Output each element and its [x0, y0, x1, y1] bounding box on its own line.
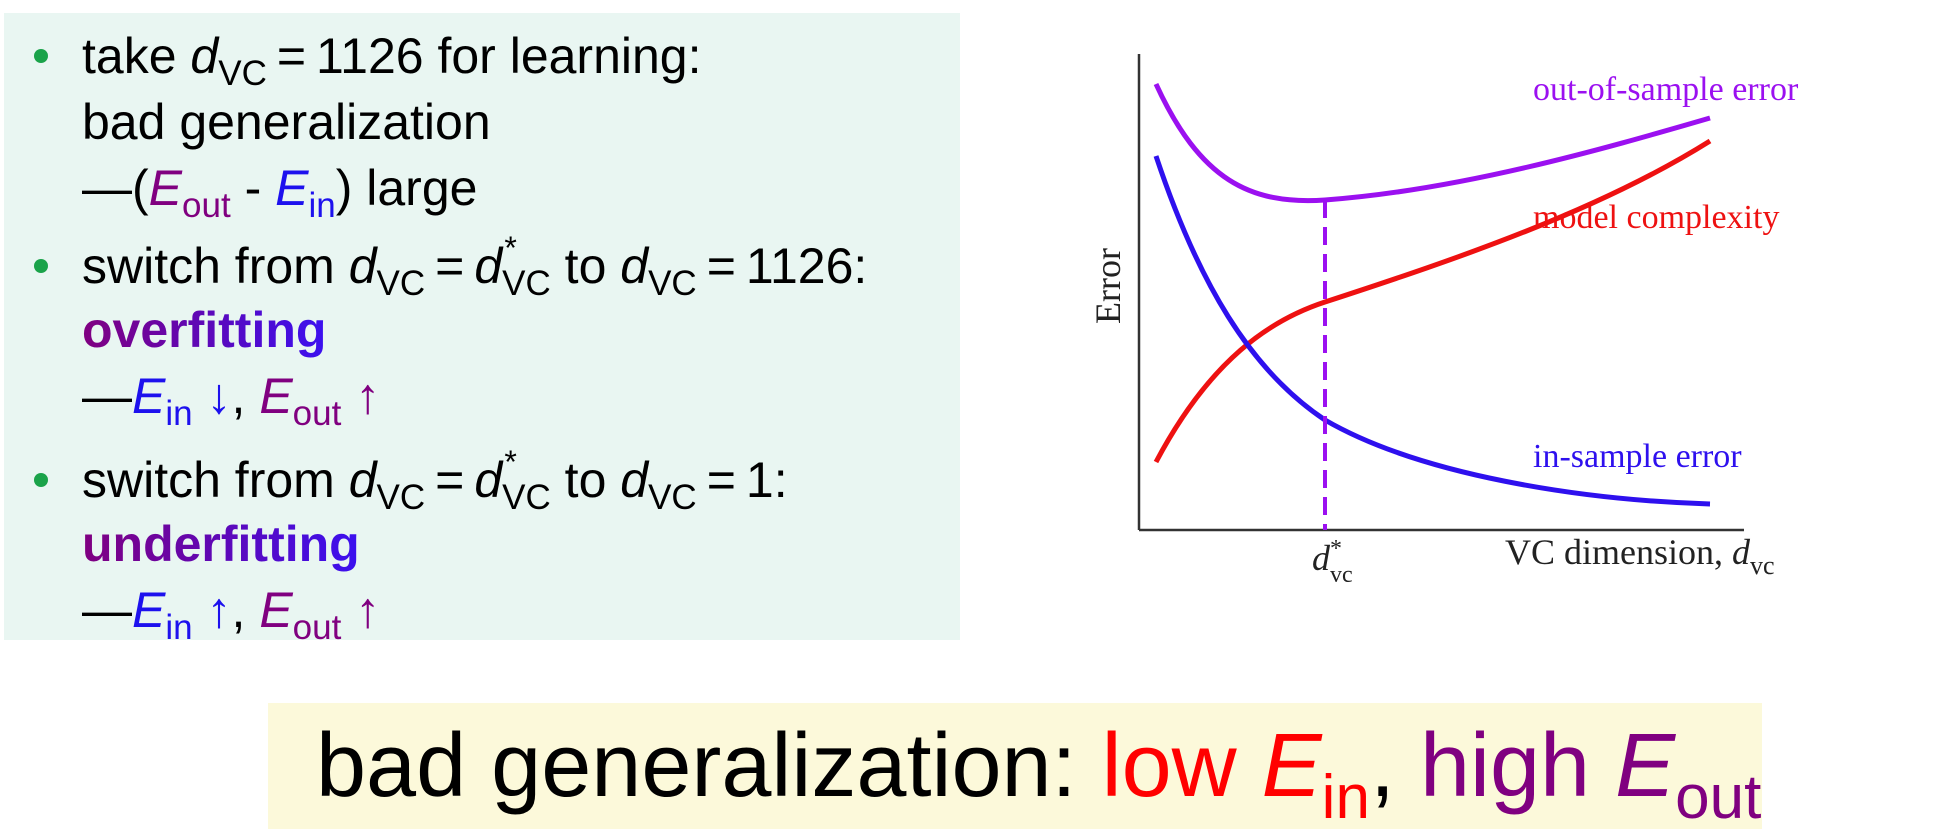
text: take: [82, 28, 191, 84]
text: ,: [1369, 716, 1420, 816]
bullet-dot: [34, 49, 48, 63]
high-word: high: [1419, 716, 1616, 816]
bullet-dot: [34, 473, 48, 487]
math-E: E: [1615, 716, 1676, 816]
math-star: *: [504, 230, 517, 266]
bullet3-line1: switch from dVC = d * VC to dVC = 1:: [82, 444, 788, 517]
math-sub: VC: [502, 264, 551, 303]
legend-in-sample: in-sample error: [1533, 438, 1742, 475]
value: 1126:: [745, 238, 868, 294]
curve-model-complexity: [1153, 138, 1712, 464]
math-d: d: [348, 238, 377, 294]
bullet-panel: take dVC = 1126 for learning: bad generali…: [4, 13, 960, 647]
bullet2-line1: switch from dVC = d * VC to dVC = 1126:: [82, 230, 868, 303]
math-E: E: [132, 582, 166, 638]
curve-out-of-sample-error: [1153, 82, 1711, 204]
legend-model-complexity: model complexity: [1533, 199, 1779, 236]
math-sub: out: [292, 608, 342, 647]
math-dstar: d * VC: [474, 444, 551, 517]
bullet3-line3: —Ein ↑, Eout ↑: [82, 581, 381, 647]
math-d: d: [620, 452, 649, 508]
math-d: d: [620, 238, 649, 294]
up-arrow-icon: ↑: [341, 582, 381, 638]
math-E: E: [1261, 716, 1322, 816]
math-d: d: [474, 452, 503, 508]
ylabel: Error: [1088, 248, 1128, 324]
math-sub: VC: [502, 478, 551, 517]
math-sub: in: [165, 608, 193, 647]
bullet2-line3: —Ein ↓, Eout ↑: [82, 367, 381, 433]
math-sub: VC: [648, 478, 697, 517]
text: —: [82, 368, 132, 424]
math-dstar: d * VC: [474, 230, 551, 303]
equals: =: [435, 452, 465, 508]
math-E: E: [259, 368, 293, 424]
text: bad generalization:: [316, 716, 1102, 816]
math-star: *: [504, 444, 517, 480]
math-E: E: [148, 160, 183, 216]
optimum-star: *: [1330, 536, 1342, 562]
legend-out-of-sample: out-of-sample error: [1533, 71, 1799, 108]
equals: =: [276, 28, 307, 84]
bullet-dot: [34, 259, 48, 273]
math-E: E: [132, 368, 166, 424]
equals: =: [706, 452, 736, 508]
xlabel: VC dimension, dvc: [1505, 532, 1775, 580]
math-E: E: [275, 160, 309, 216]
math-d: d: [474, 238, 503, 294]
math-d: d: [190, 28, 219, 84]
error-vs-vc-diagram: Error out-of-sample error model complexi…: [1088, 54, 1799, 588]
optimum-sub: vc: [1330, 562, 1353, 588]
math-d: d: [348, 452, 377, 508]
up-arrow-icon: ↑: [192, 582, 232, 638]
low-word: low: [1101, 716, 1262, 816]
math-sub: out: [292, 394, 342, 433]
math-sub: VC: [648, 264, 697, 303]
overfitting-label: overfitting: [82, 302, 327, 358]
down-arrow-icon: ↓: [192, 368, 232, 424]
up-arrow-icon: ↑: [341, 368, 381, 424]
equals: =: [435, 238, 465, 294]
text: for learning:: [423, 28, 702, 84]
text: ,: [231, 582, 260, 638]
math-sub: in: [165, 394, 193, 433]
xlabel-d: d: [1732, 532, 1751, 572]
value: 1126: [316, 28, 424, 84]
math-sub: out: [1675, 763, 1762, 832]
text: ,: [231, 368, 260, 424]
xlabel-text: VC dimension,: [1505, 532, 1732, 572]
equals: =: [706, 238, 736, 294]
math-sub: out: [182, 186, 231, 225]
summary-banner: bad generalization: low Ein, high Eout: [268, 703, 1762, 832]
text: —: [82, 582, 132, 638]
math-sub: in: [1321, 763, 1370, 832]
math-E: E: [259, 582, 293, 638]
xlabel-sub: vc: [1750, 551, 1775, 580]
optimum-d: d: [1312, 538, 1331, 578]
text: ) large: [335, 160, 478, 216]
optimum-label: d* vc: [1312, 536, 1353, 588]
math-sub: in: [308, 186, 336, 225]
text: to: [550, 238, 621, 294]
math-sub: VC: [218, 54, 267, 93]
value: 1:: [745, 452, 788, 508]
underfitting-label: underfitting: [82, 516, 360, 572]
bullet1-line1: take dVC = 1126 for learning:: [82, 27, 702, 93]
text: to: [550, 452, 621, 508]
text: —(: [82, 160, 149, 216]
summary-text: bad generalization: low Ein, high Eout: [316, 711, 1762, 832]
bullet1-line2: bad generalization: [82, 94, 491, 150]
math-sub: VC: [376, 478, 426, 517]
text: switch from: [82, 452, 349, 508]
text: switch from: [82, 238, 349, 294]
bullet1-line3: —(Eout - Ein) large: [82, 159, 478, 225]
math-sub: VC: [376, 264, 426, 303]
text: -: [230, 160, 276, 216]
